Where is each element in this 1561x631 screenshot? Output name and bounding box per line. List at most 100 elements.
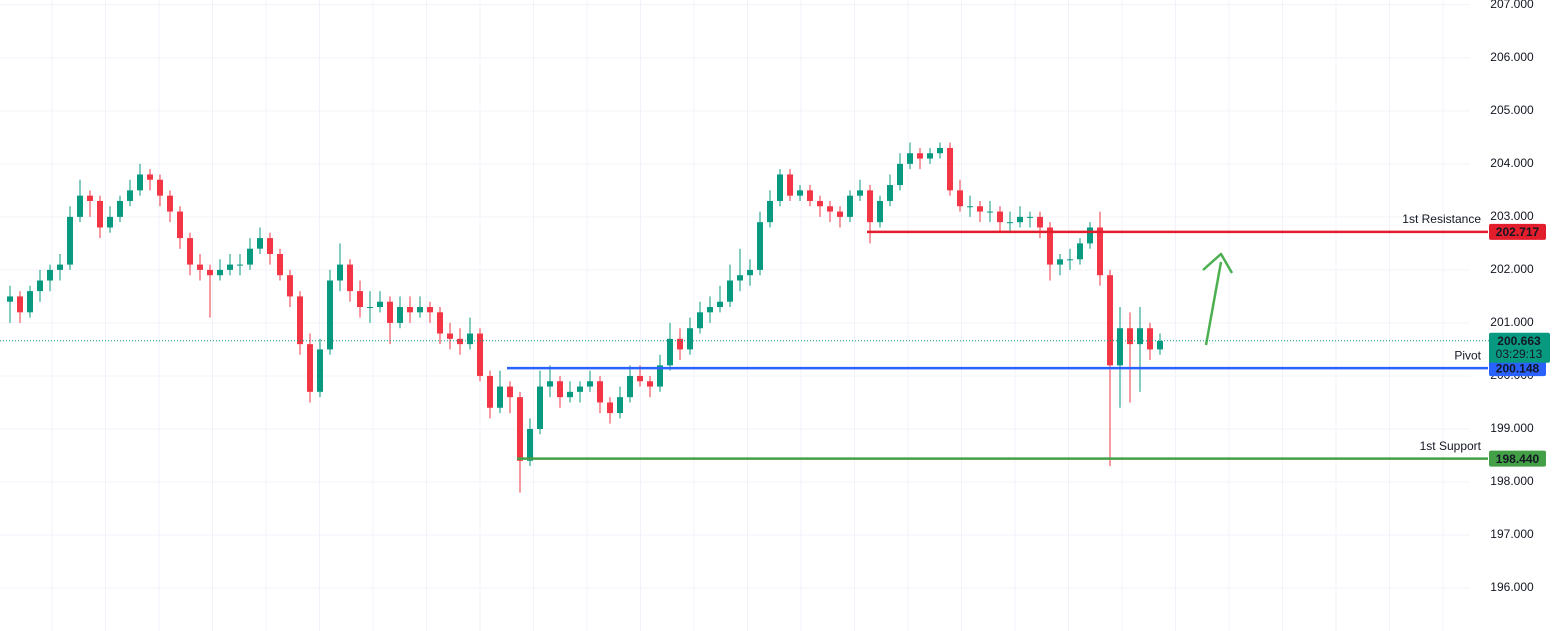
candle-body: [947, 147, 953, 191]
candle-body: [1127, 328, 1133, 345]
level-name: Pivot: [1454, 348, 1481, 362]
candle-body: [407, 307, 413, 313]
y-tick-label: 207.000: [1490, 0, 1534, 11]
candle-body: [907, 153, 913, 164]
candle-body: [937, 147, 943, 154]
candle-body: [687, 328, 693, 350]
candle-body: [277, 253, 283, 276]
candle-body: [987, 211, 993, 213]
candle-body: [807, 190, 813, 201]
candle-body: [717, 301, 723, 308]
candle-body: [667, 338, 673, 366]
candle-body: [517, 397, 523, 461]
candle-body: [447, 333, 453, 339]
candle-body: [607, 402, 613, 414]
up-arrow: [1202, 252, 1234, 346]
candle-body: [417, 307, 423, 313]
candle-body: [1107, 275, 1113, 366]
candle-body: [87, 195, 93, 201]
candle-body: [747, 269, 753, 276]
candle-body: [47, 269, 53, 281]
candle-body: [637, 375, 643, 382]
y-tick-label: 203.000: [1490, 209, 1534, 223]
level-tag: [1489, 360, 1546, 377]
candle-body: [557, 381, 563, 398]
candle-body: [357, 291, 363, 308]
candle-body: [587, 381, 593, 387]
candle-body: [927, 153, 933, 159]
candle-body: [1147, 328, 1153, 350]
candle-body: [897, 163, 903, 186]
candle-body: [337, 264, 343, 281]
candle-body: [297, 296, 303, 345]
candle-body: [1077, 243, 1083, 260]
candle-body: [1137, 328, 1143, 345]
candle-body: [737, 275, 743, 281]
candle-body: [127, 190, 133, 201]
candle-body: [57, 264, 63, 270]
candle-body: [197, 264, 203, 270]
candle-body: [507, 386, 513, 398]
candle-body: [497, 386, 503, 408]
y-tick-label: 199.000: [1490, 421, 1534, 435]
candle-body: [397, 307, 403, 323]
candle-body: [977, 206, 983, 212]
candle-body: [627, 375, 633, 398]
candle-body: [1097, 227, 1103, 276]
candle-body: [777, 174, 783, 201]
candle-body: [477, 333, 483, 376]
y-tick-label: 204.000: [1490, 156, 1534, 170]
level-value: 198.440: [1496, 452, 1540, 466]
candle-body: [17, 296, 23, 313]
candle-body: [347, 264, 353, 292]
level-value: 202.717: [1496, 225, 1540, 239]
candle-body: [1027, 216, 1033, 218]
candle-body: [1037, 216, 1043, 228]
candle-body: [617, 397, 623, 414]
candle-body: [137, 174, 143, 191]
candle-body: [267, 238, 273, 254]
candle-body: [527, 428, 533, 461]
candle-body: [317, 349, 323, 392]
candle-body: [227, 264, 233, 270]
candle-body: [467, 333, 473, 345]
candle-body: [877, 200, 883, 223]
candle-body: [727, 280, 733, 302]
candle-body: [177, 211, 183, 239]
candle-body: [827, 206, 833, 212]
candle-body: [257, 238, 263, 249]
level-value: 200.148: [1496, 361, 1540, 375]
level-name: 1st Resistance: [1402, 212, 1481, 226]
level-tag: [1489, 450, 1546, 467]
y-tick-label: 197.000: [1490, 527, 1534, 541]
candle-body: [367, 307, 373, 309]
candle-body: [1057, 259, 1063, 265]
candle-body: [787, 174, 793, 196]
candle-body: [97, 200, 103, 228]
candle-body: [77, 195, 83, 217]
candle-body: [107, 216, 113, 228]
level-tag: [1489, 223, 1546, 240]
candle-body: [287, 275, 293, 297]
candle-body: [37, 280, 43, 292]
candle-body: [1017, 216, 1023, 223]
candle-body: [967, 206, 973, 208]
candle-body: [537, 386, 543, 429]
candle-body: [327, 280, 333, 350]
candle-body: [1117, 328, 1123, 366]
candle-body: [487, 375, 493, 408]
candle-body: [167, 195, 173, 212]
candle-body: [27, 291, 33, 313]
candle-body: [157, 179, 163, 196]
candle-body: [847, 195, 853, 217]
candle-body: [957, 190, 963, 207]
countdown: 03:29:13: [1496, 347, 1543, 361]
candle-body: [1157, 340, 1163, 350]
candle-body: [757, 222, 763, 270]
candle-body: [67, 216, 73, 265]
candle-body: [797, 190, 803, 196]
candle-body: [867, 190, 873, 223]
candle-body: [217, 269, 223, 276]
